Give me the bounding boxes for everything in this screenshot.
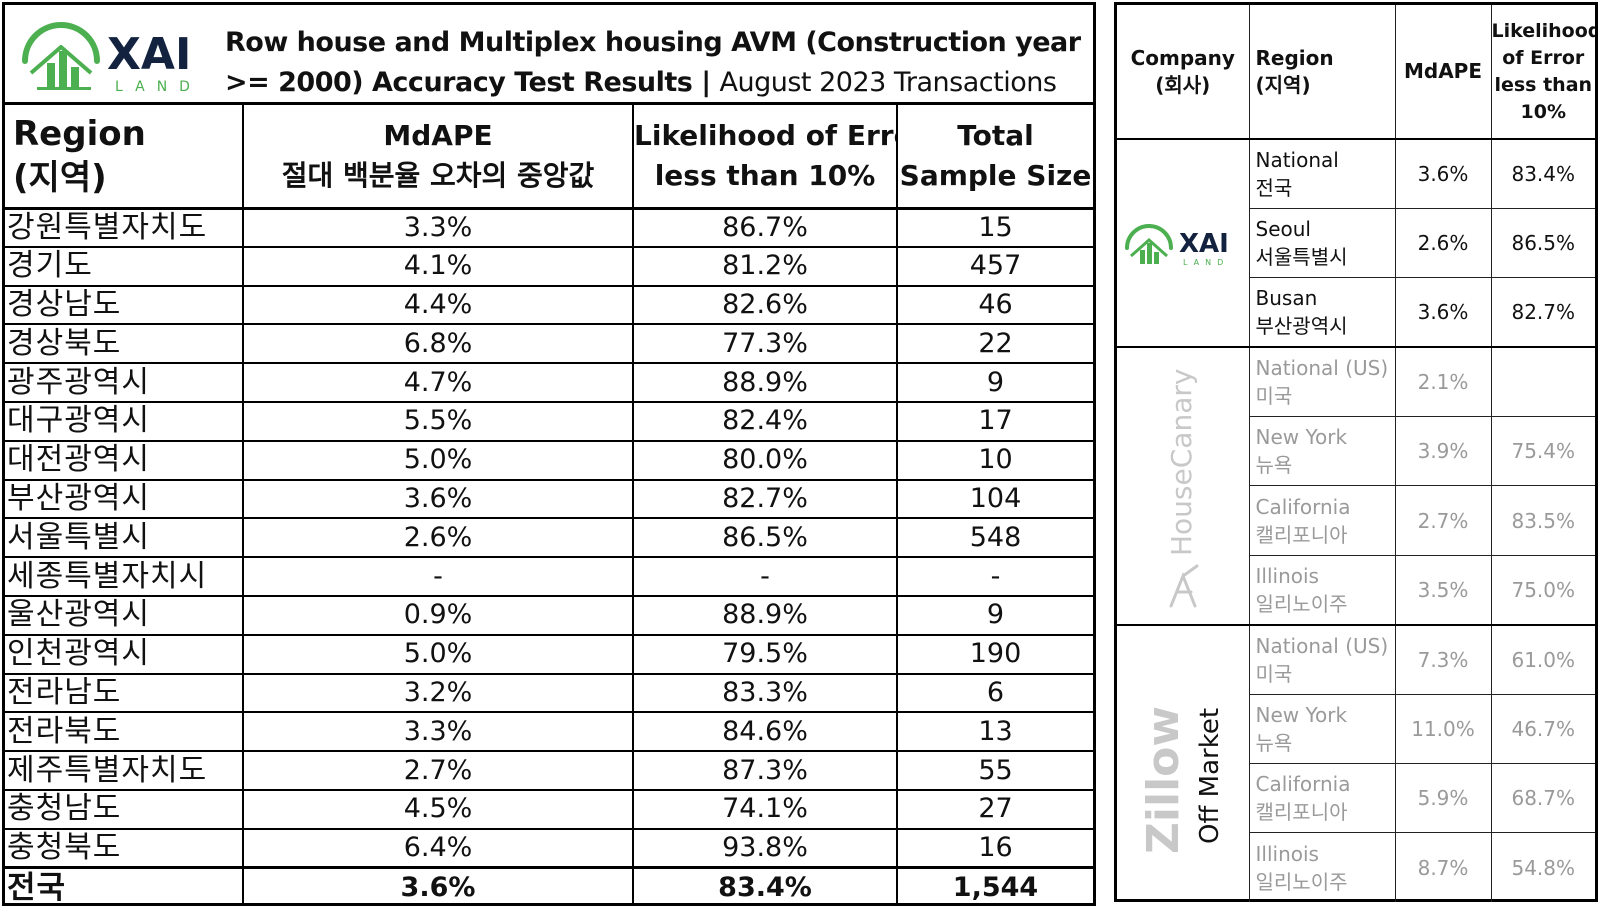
- title-subtitle: August 2023 Transactions: [719, 67, 1057, 98]
- header-likelihood: Likelihood of Error less than 10%: [633, 105, 898, 210]
- table-row: New York 뉴욕 11.0% 46.7%: [1117, 694, 1595, 765]
- header-region: Region (지역): [5, 105, 244, 210]
- table-row: 인천광역시 5.0% 79.5% 190: [5, 634, 1093, 675]
- table-row: Illinois 일리노이주 8.7% 54.8%: [1117, 832, 1595, 903]
- table-row: 강원특별자치도 3.3% 86.7% 15: [5, 208, 1093, 248]
- table-row: California 캘리포니아 5.9% 68.7%: [1117, 763, 1595, 834]
- table-row: Illinois 일리노이주 3.5% 75.0%: [1117, 555, 1595, 626]
- table-row: 제주특별자치도 2.7% 87.3% 55: [5, 751, 1093, 791]
- total-row: 전국 3.6% 83.4% 1,544: [5, 866, 1093, 907]
- table-row: 충청북도 6.4% 93.8% 16: [5, 828, 1093, 869]
- table-row: 경상북도 6.8% 77.3% 22: [5, 324, 1093, 365]
- table-row: HouseCanary National (US) 미국 2.1%: [1117, 347, 1595, 626]
- table-row: 세종특별자치시 - - -: [5, 557, 1093, 597]
- table-row: 전라북도 3.3% 84.6% 13: [5, 712, 1093, 753]
- table-row: 경상남도 4.4% 82.6% 46: [5, 285, 1093, 326]
- header-mdape: MdAPE: [1395, 5, 1492, 140]
- company-xai: XAI LAND: [1117, 139, 1250, 349]
- company-housecanary: HouseCanary: [1117, 347, 1250, 626]
- table-row: 대구광역시 5.5% 82.4% 17: [5, 401, 1093, 442]
- comparison-header-row: Company (회사) Region (지역) MdAPE Likelihood o…: [1117, 5, 1595, 140]
- table-row: Zillow Off Market National (US) 미국 7.3% 6…: [1117, 624, 1595, 903]
- table-row: New York 뉴욕 3.9% 75.4%: [1117, 416, 1595, 487]
- table-row: 광주광역시 4.7% 88.9% 9: [5, 363, 1093, 403]
- svg-text:XAI: XAI: [1179, 229, 1229, 259]
- table-row: Busan 부산광역시 3.6% 82.7%: [1117, 277, 1595, 349]
- table-row: California 캘리포니아 2.7% 83.5%: [1117, 485, 1595, 556]
- logo-text: XAI: [107, 29, 191, 80]
- regional-results-table: Region (지역) MdAPE 절대 백분율 오차의 중앙값 Likelih…: [5, 105, 1093, 907]
- header-likelihood: Likelihood of Error less than 10%: [1491, 5, 1595, 140]
- title-main: Row house and Multiplex housing AVM (Con…: [225, 27, 1081, 98]
- company-zillow: Zillow Off Market: [1117, 624, 1250, 903]
- regional-results-panel: XAI LAND Row house and Multiplex housing…: [2, 2, 1096, 907]
- logo-subtext: LAND: [115, 79, 202, 95]
- svg-text:Off Market: Off Market: [1195, 708, 1225, 844]
- svg-text:HouseCanary: HouseCanary: [1165, 369, 1198, 556]
- table-row: 부산광역시 3.6% 82.7% 104: [5, 479, 1093, 520]
- table-row: 전라남도 3.2% 83.3% 6: [5, 673, 1093, 714]
- header-mdape: MdAPE 절대 백분율 오차의 중앙값: [243, 105, 634, 210]
- zillow-logo: Zillow Off Market: [1138, 706, 1225, 854]
- page-title: Row house and Multiplex housing AVM (Con…: [225, 23, 1085, 103]
- header-sample-size: Total Sample Size: [897, 105, 1093, 210]
- table-row: 서울특별시 2.6% 86.5% 548: [5, 518, 1093, 559]
- header-region: Region (지역): [1249, 5, 1396, 140]
- table-row: 경기도 4.1% 81.2% 457: [5, 246, 1093, 287]
- svg-text:Zillow: Zillow: [1138, 706, 1189, 854]
- table-row: 대전광역시 5.0% 80.0% 10: [5, 440, 1093, 481]
- xai-land-logo: XAI LAND: [1124, 224, 1229, 267]
- table-row: 충청남도 4.5% 74.1% 27: [5, 789, 1093, 830]
- company-comparison-panel: Company (회사) Region (지역) MdAPE Likelihood o…: [1114, 2, 1598, 903]
- company-comparison-table: Company (회사) Region (지역) MdAPE Likelihood o…: [1117, 5, 1595, 903]
- table-row: Seoul 서울특별시 2.6% 86.5%: [1117, 208, 1595, 279]
- table-row: 울산광역시 0.9% 88.9% 9: [5, 595, 1093, 636]
- housecanary-logo: HouseCanary: [1165, 369, 1199, 608]
- table-header-row: Region (지역) MdAPE 절대 백분율 오차의 중앙값 Likelih…: [5, 105, 1093, 210]
- table-row: XAI LAND National 전국 3.6% 83.4%: [1117, 139, 1595, 349]
- header-company: Company (회사): [1117, 5, 1250, 140]
- xai-land-logo: XAI LAND: [22, 22, 202, 95]
- title-row: XAI LAND Row house and Multiplex housing…: [5, 5, 1093, 105]
- svg-text:LAND: LAND: [1183, 258, 1229, 267]
